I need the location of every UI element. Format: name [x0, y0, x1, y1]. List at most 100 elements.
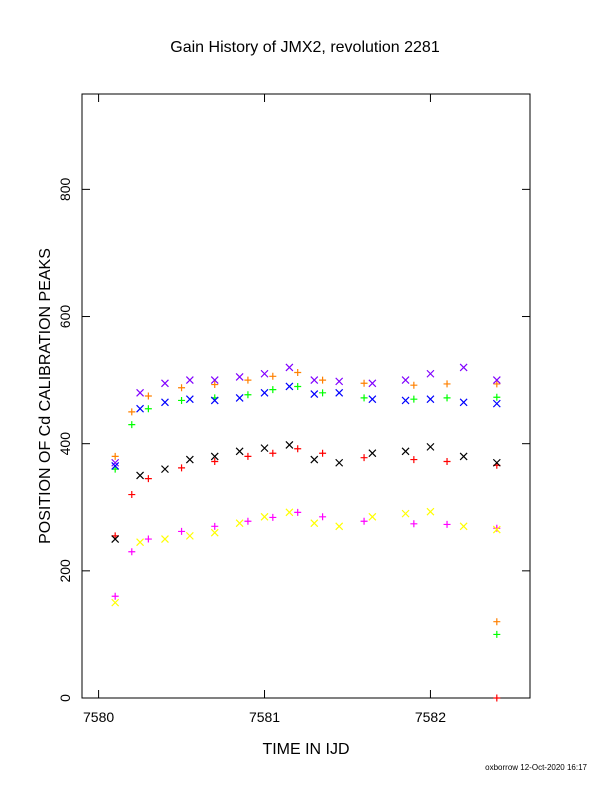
data-point — [185, 395, 194, 404]
data-point — [319, 513, 327, 521]
data-point — [111, 592, 119, 600]
data-point — [335, 458, 344, 467]
data-point — [285, 441, 294, 449]
data-point — [401, 376, 410, 385]
data-point — [443, 520, 451, 528]
data-point — [493, 618, 501, 626]
data-point — [111, 458, 120, 467]
data-point — [235, 519, 244, 528]
data-point — [210, 452, 219, 461]
data-point — [128, 421, 136, 429]
data-point — [285, 363, 294, 372]
data-point — [128, 408, 136, 416]
data-point — [260, 388, 269, 397]
data-point — [161, 379, 169, 388]
data-point — [178, 396, 186, 404]
data-point — [401, 396, 410, 405]
data-point — [492, 376, 501, 385]
footer-credit: oxborrow 12-Oct-2020 16:17 — [485, 763, 587, 772]
data-point — [244, 376, 252, 384]
data-point — [244, 391, 252, 399]
data-point — [235, 393, 244, 402]
data-point — [294, 445, 302, 453]
y-tick-label: 800 — [57, 177, 73, 201]
data-point — [368, 512, 377, 521]
data-point — [211, 381, 219, 389]
data-point — [211, 457, 219, 465]
data-point — [410, 381, 418, 389]
data-point — [335, 377, 344, 386]
data-point — [443, 457, 451, 465]
data-point — [294, 508, 302, 516]
data-point — [335, 522, 344, 531]
data-point — [210, 376, 219, 385]
data-point — [368, 395, 377, 404]
data-point — [401, 447, 410, 456]
data-point — [492, 458, 501, 467]
data-point — [161, 535, 169, 543]
y-tick-label: 0 — [57, 694, 73, 702]
data-point — [210, 528, 219, 537]
series-10 — [493, 694, 501, 702]
series-7 — [111, 382, 501, 470]
data-point — [310, 376, 319, 385]
data-point — [144, 535, 152, 543]
data-point — [244, 452, 252, 460]
series-4 — [111, 441, 501, 543]
data-point — [492, 525, 501, 534]
data-point — [492, 399, 501, 408]
series-1 — [111, 382, 501, 473]
data-point — [111, 462, 120, 470]
data-point — [285, 508, 294, 517]
data-point — [360, 454, 368, 462]
data-point — [260, 512, 269, 521]
y-tick-label: 600 — [57, 305, 73, 329]
data-point — [410, 520, 418, 528]
data-point — [410, 395, 418, 403]
data-point — [410, 456, 418, 464]
series-2 — [111, 445, 501, 540]
data-point — [185, 376, 194, 385]
data-points — [111, 363, 501, 702]
x-tick-label: 7582 — [415, 709, 446, 725]
data-point — [294, 368, 302, 376]
data-point — [235, 373, 244, 381]
series-6 — [111, 363, 501, 467]
series-0 — [111, 368, 501, 460]
data-point — [260, 369, 269, 378]
data-point — [459, 522, 468, 531]
data-point — [319, 389, 327, 397]
y-tick-label: 200 — [57, 559, 73, 583]
data-point — [144, 475, 152, 483]
data-point — [459, 452, 468, 461]
data-point — [269, 449, 277, 457]
plot-frame — [81, 93, 531, 699]
data-point — [260, 444, 269, 453]
data-point — [310, 455, 319, 464]
series-5 — [111, 507, 501, 607]
data-point — [269, 386, 277, 394]
data-point — [161, 465, 169, 474]
data-point — [269, 513, 277, 521]
data-point — [426, 369, 435, 378]
data-point — [136, 404, 144, 413]
data-point — [235, 447, 244, 456]
data-point — [493, 630, 501, 638]
data-point — [310, 519, 319, 528]
data-point — [144, 392, 152, 400]
data-point — [335, 388, 344, 397]
data-point — [310, 390, 319, 399]
data-point — [161, 398, 169, 407]
y-axis-label: POSITION OF Cd CALIBRATION PEAKS — [37, 248, 54, 544]
data-point — [111, 598, 120, 607]
data-point — [144, 405, 152, 413]
data-point — [185, 531, 194, 540]
data-point — [136, 388, 144, 397]
data-point — [178, 384, 186, 392]
data-point — [493, 393, 501, 401]
chart-title: Gain History of JMX2, revolution 2281 — [170, 39, 440, 56]
data-point — [178, 527, 186, 535]
data-point — [360, 394, 368, 402]
series-9 — [493, 630, 501, 638]
